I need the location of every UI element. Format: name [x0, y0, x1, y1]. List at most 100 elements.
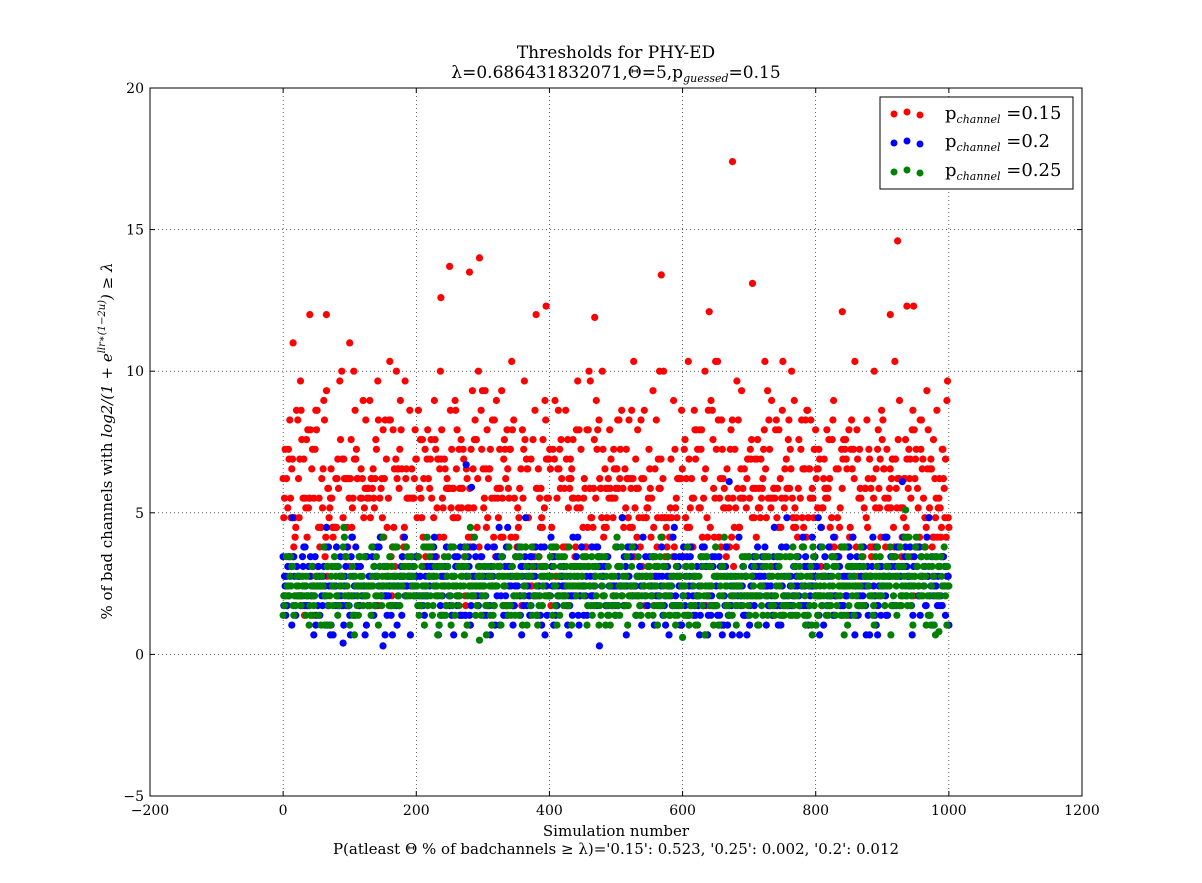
scatter-point: [822, 572, 830, 580]
scatter-point: [724, 602, 732, 610]
scatter-point: [768, 396, 776, 405]
scatter-point: [320, 543, 328, 551]
scatter-point-notable: [728, 158, 737, 166]
scatter-point: [913, 484, 922, 492]
scatter-point: [846, 553, 854, 561]
scatter-point: [438, 426, 446, 434]
scatter-point: [588, 611, 596, 619]
scatter-point: [396, 445, 404, 453]
scatter-point: [522, 543, 530, 551]
scatter-point: [312, 621, 320, 629]
scatter-point: [540, 543, 549, 551]
scatter-point: [862, 514, 870, 522]
scatter-point: [447, 504, 455, 512]
scatter-point: [824, 494, 832, 502]
scatter-point: [877, 611, 885, 619]
scatter-point: [731, 445, 739, 453]
scatter-point: [473, 602, 481, 610]
scatter-point: [430, 396, 438, 405]
scatter-point: [302, 436, 311, 444]
scatter-point: [851, 572, 859, 580]
scatter-point: [678, 406, 686, 414]
scatter-point: [606, 582, 614, 590]
scatter-point: [823, 562, 831, 571]
scatter-point: [712, 543, 720, 551]
scatter-point: [279, 611, 287, 619]
scatter-point: [680, 592, 688, 600]
scatter-point: [624, 602, 632, 610]
scatter-point: [917, 416, 926, 424]
scatter-point: [713, 602, 721, 610]
scatter-point: [480, 582, 488, 590]
scatter-point: [514, 523, 523, 532]
scatter-point: [795, 602, 803, 610]
scatter-point: [863, 416, 871, 424]
scatter-point: [758, 602, 766, 610]
x-tick-label: 800: [802, 803, 829, 819]
scatter-point: [381, 631, 389, 639]
scatter-point: [440, 455, 448, 463]
scatter-point: [911, 543, 920, 551]
scatter-point: [322, 523, 331, 532]
scatter-point: [602, 523, 610, 532]
scatter-point: [504, 523, 512, 532]
scatter-point: [804, 406, 812, 414]
scatter-point: [724, 621, 732, 629]
scatter-point: [764, 387, 772, 395]
scatter-point: [622, 445, 630, 453]
scatter-point: [386, 553, 394, 561]
scatter-point: [766, 445, 774, 453]
scatter-point: [593, 445, 601, 453]
scatter-point: [696, 611, 704, 619]
scatter-point: [447, 621, 455, 629]
scatter-point: [574, 377, 582, 385]
legend-entry-1: pchannel =0.2: [890, 131, 1050, 154]
axis-ticks: −200 0 200 400 600 800 1000 1200 −5 0 5 10 15 20: [123, 81, 1099, 819]
scatter-point: [564, 436, 572, 444]
scatter-point: [642, 514, 650, 522]
scatter-point: [929, 436, 938, 444]
scatter-point: [596, 602, 604, 610]
scatter-point: [335, 602, 343, 610]
scatter-point: [286, 416, 294, 424]
scatter-point: [288, 455, 297, 463]
scatter-point: [463, 475, 471, 483]
scatter-point: [484, 602, 492, 610]
scatter-point: [556, 445, 564, 453]
scatter-point: [524, 465, 532, 473]
scatter-point: [740, 562, 748, 571]
scatter-point: [895, 396, 904, 405]
scatter-point: [674, 611, 682, 619]
scatter-point: [502, 475, 510, 483]
scatter-point: [388, 631, 396, 639]
scatter-point: [580, 494, 588, 502]
scatter-point: [907, 592, 916, 600]
scatter-point: [804, 514, 812, 522]
scatter-point: [469, 465, 477, 473]
scatter-point: [414, 553, 422, 561]
scatter-point-notable: [894, 237, 902, 245]
scatter-point: [508, 562, 516, 571]
plot-frame: [149, 87, 1083, 797]
scatter-point: [604, 562, 612, 571]
scatter-point: [496, 562, 504, 571]
scatter-point: [900, 572, 908, 580]
scatter-point: [857, 494, 865, 502]
scatter-point: [820, 455, 828, 463]
scatter-point-notable: [591, 313, 599, 321]
scatter-point: [288, 562, 297, 571]
scatter-point: [854, 455, 862, 463]
scatter-point: [772, 416, 780, 424]
scatter-point: [498, 553, 506, 561]
scatter-point: [372, 436, 380, 444]
scatter-point: [700, 475, 708, 483]
scatter-point: [682, 475, 690, 483]
scatter-point: [462, 543, 470, 551]
scatter-point: [616, 445, 624, 453]
scatter-point: [792, 523, 800, 532]
scatter-point: [329, 533, 337, 541]
scatter-point: [648, 592, 656, 600]
scatter-point: [659, 475, 667, 483]
scatter-point: [870, 582, 878, 590]
scatter-point: [710, 621, 718, 629]
